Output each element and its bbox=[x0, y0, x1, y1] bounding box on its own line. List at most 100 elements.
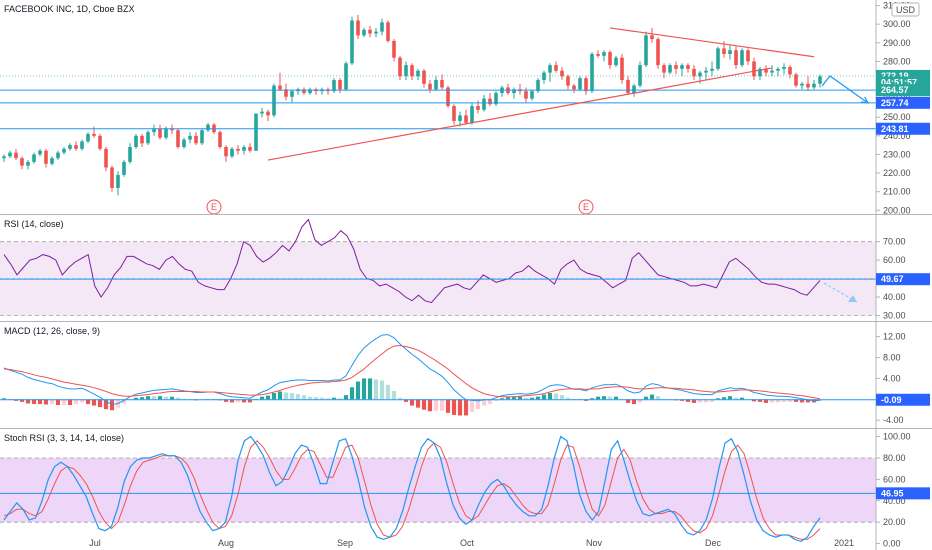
y-axis-tick-label: 80.00 bbox=[883, 453, 906, 463]
macd-histogram-bar bbox=[799, 399, 805, 403]
macd-histogram-bar bbox=[379, 380, 385, 400]
candle-body bbox=[176, 130, 180, 148]
resistance-trendline[interactable] bbox=[609, 27, 815, 58]
macd-histogram-bar bbox=[325, 398, 331, 400]
macd-histogram-bar bbox=[79, 399, 85, 403]
price-tag[interactable]: 257.74 bbox=[876, 96, 930, 109]
macd-histogram-bar bbox=[709, 399, 715, 402]
candle-body bbox=[524, 91, 528, 99]
candle-body bbox=[416, 70, 420, 77]
macd-histogram-bar bbox=[85, 399, 91, 404]
candle-body bbox=[344, 63, 348, 90]
y-axis-tick-label: 8.00 bbox=[883, 353, 901, 363]
candle-body bbox=[794, 74, 798, 86]
candle-body bbox=[656, 39, 660, 66]
candle-body bbox=[68, 145, 72, 149]
macd-histogram-bar bbox=[433, 399, 439, 411]
macd-histogram-bar bbox=[739, 397, 745, 400]
candle-body bbox=[236, 148, 240, 151]
candle-body bbox=[254, 113, 258, 151]
macd-histogram-bar bbox=[637, 399, 643, 403]
macd-histogram-bar bbox=[589, 398, 595, 400]
macd-histogram-bar bbox=[481, 399, 487, 406]
indicator-value-tag[interactable]: 49.67 bbox=[876, 273, 930, 286]
macd-histogram-bar bbox=[367, 378, 373, 400]
macd-histogram-bar bbox=[139, 397, 145, 400]
macd-histogram-bar bbox=[547, 393, 553, 400]
support-trendline[interactable] bbox=[267, 67, 773, 161]
macd-histogram-bar bbox=[697, 399, 703, 403]
rsi-projection-arrow-head bbox=[848, 295, 857, 302]
candle-body bbox=[140, 135, 144, 144]
macd-histogram-bar bbox=[655, 396, 661, 400]
price-tag[interactable]: 243.81 bbox=[876, 122, 930, 135]
macd-histogram-bar bbox=[427, 399, 433, 412]
currency-label[interactable]: USD bbox=[891, 2, 920, 17]
macd-histogram-bar bbox=[595, 396, 601, 400]
candle-body bbox=[446, 87, 450, 107]
macd-histogram-bar bbox=[223, 399, 229, 402]
macd-histogram-bar bbox=[787, 399, 793, 402]
candle-body bbox=[542, 72, 546, 81]
candle-body bbox=[686, 65, 690, 69]
earnings-marker[interactable]: E bbox=[206, 199, 222, 215]
macd-histogram-bar bbox=[343, 395, 349, 400]
indicator-value-tag[interactable]: 46.95 bbox=[876, 487, 930, 500]
macd-histogram-bar bbox=[451, 399, 457, 415]
rsi-title: RSI (14, close) bbox=[4, 219, 64, 229]
y-axis-tick-label: 210.00 bbox=[883, 187, 911, 197]
candle-body bbox=[698, 72, 702, 77]
candle-body bbox=[410, 65, 414, 77]
macd-histogram-bar bbox=[175, 397, 181, 400]
candle-body bbox=[644, 35, 648, 66]
candle-body bbox=[188, 135, 192, 140]
indicator-value-tag-bg bbox=[876, 487, 930, 500]
candle-body bbox=[116, 174, 120, 188]
macd-histogram-bar bbox=[445, 399, 451, 413]
macd-histogram-bar bbox=[319, 397, 325, 400]
macd-histogram-bar bbox=[97, 399, 103, 408]
candle-body bbox=[134, 135, 138, 148]
candle-body bbox=[470, 106, 474, 123]
candle-body bbox=[164, 128, 168, 138]
candle-body bbox=[74, 145, 78, 149]
earnings-marker[interactable]: E bbox=[578, 199, 594, 215]
macd-histogram-bar bbox=[409, 399, 415, 406]
candle-body bbox=[86, 133, 90, 142]
price-tag[interactable]: 264.57 bbox=[876, 84, 930, 97]
candle-body bbox=[554, 65, 558, 71]
macd-histogram-bar bbox=[535, 396, 541, 400]
candle-body bbox=[2, 156, 6, 159]
candle-body bbox=[674, 65, 678, 69]
candle-body bbox=[482, 98, 486, 110]
projection-arrow[interactable] bbox=[821, 75, 869, 104]
price-tag-text: 04:51:57 bbox=[881, 78, 917, 88]
macd-histogram-bar bbox=[103, 399, 109, 410]
candle-body bbox=[182, 139, 186, 148]
macd-histogram-bar bbox=[169, 396, 175, 400]
candle-body bbox=[200, 130, 204, 144]
y-axis-tick-label: 250.00 bbox=[883, 112, 911, 122]
candle-body bbox=[668, 65, 672, 73]
macd-histogram-bar bbox=[133, 397, 139, 400]
candle-body bbox=[368, 29, 372, 34]
macd-histogram-bar bbox=[727, 396, 733, 400]
indicator-value-tag[interactable]: -0.09 bbox=[876, 393, 930, 406]
candle-body bbox=[278, 85, 282, 90]
candle-body bbox=[770, 70, 774, 73]
candle-body bbox=[92, 133, 96, 136]
candle-body bbox=[62, 148, 66, 153]
macd-histogram-bar bbox=[763, 399, 769, 403]
candle-body bbox=[32, 154, 36, 162]
y-axis-tick-label: 60.00 bbox=[883, 255, 906, 265]
macd-histogram-bar bbox=[715, 398, 721, 400]
y-axis-tick-label: 230.00 bbox=[883, 149, 911, 159]
macd-histogram-bar bbox=[499, 398, 505, 400]
macd-histogram-bar bbox=[463, 399, 469, 416]
candle-body bbox=[650, 35, 654, 40]
candle-body bbox=[488, 98, 492, 105]
macd-histogram-bar bbox=[121, 399, 127, 404]
macd-histogram-bar bbox=[475, 399, 481, 410]
